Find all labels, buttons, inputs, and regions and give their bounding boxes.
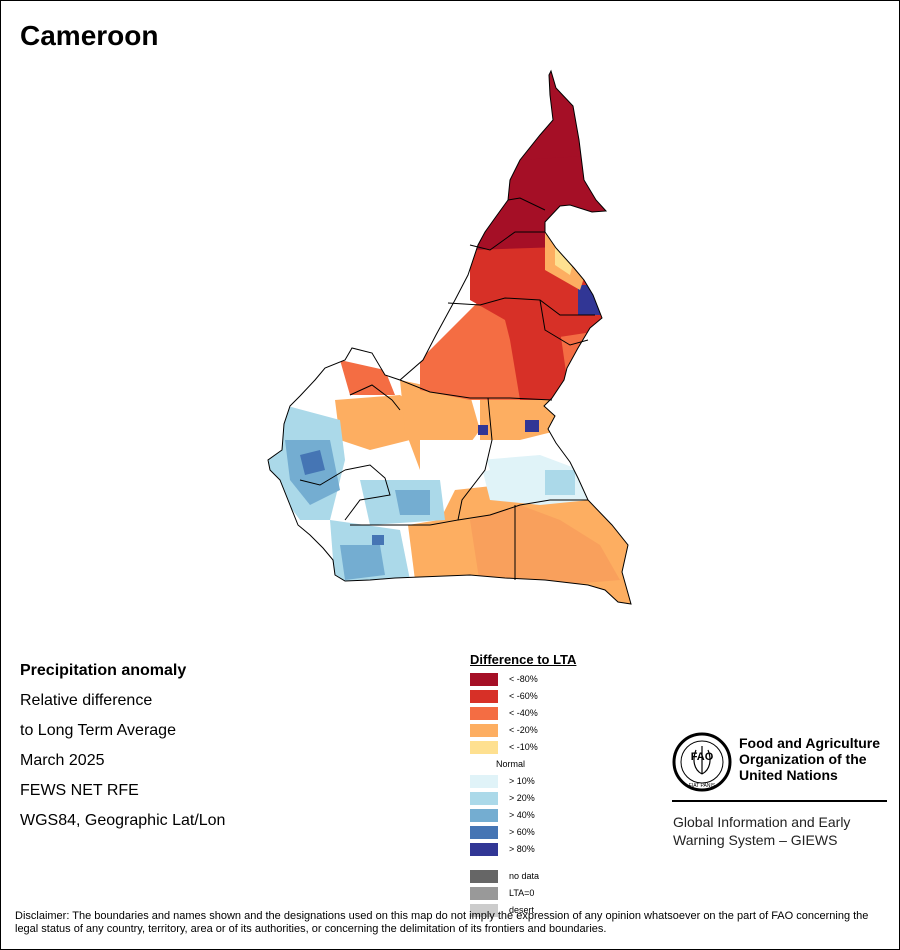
legend-label: no data — [509, 871, 540, 881]
legend-item: < -80% — [470, 671, 660, 688]
legend-swatch — [470, 741, 498, 754]
fao-name-line-3: United Nations — [739, 767, 838, 783]
legend-swatch — [470, 843, 498, 856]
logo-divider — [672, 800, 887, 802]
legend-label: desert — [509, 905, 535, 915]
info-line-1: Relative difference — [20, 692, 153, 709]
info-heading: Precipitation anomaly — [20, 662, 187, 679]
legend-label: < -20% — [509, 725, 538, 735]
legend-swatch — [470, 707, 498, 720]
legend-label: < -40% — [509, 708, 538, 718]
legend-swatch — [470, 775, 498, 788]
legend-title: Difference to LTA — [470, 652, 577, 667]
legend-swatch — [470, 792, 498, 805]
legend-label: < -60% — [509, 691, 538, 701]
legend-item: > 80% — [470, 841, 660, 858]
fao-name-line-1: Food and Agriculture — [739, 735, 881, 751]
fao-letters: FAO — [691, 751, 714, 763]
legend-item: < -40% — [470, 705, 660, 722]
legend-item: Normal — [470, 756, 660, 773]
legend-label: > 80% — [509, 844, 535, 854]
giews-name: Global Information and Early Warning Sys… — [673, 813, 850, 849]
legend-swatch — [470, 809, 498, 822]
giews-line-1: Global Information and Early — [673, 814, 851, 830]
legend-item: < -10% — [470, 739, 660, 756]
legend-item: desert — [470, 902, 660, 919]
precipitation-anomaly-map — [267, 70, 632, 605]
legend-label: < -10% — [509, 742, 538, 752]
legend-item: LTA=0 — [470, 885, 660, 902]
disclaimer: Disclaimer: The boundaries and names sho… — [15, 910, 869, 935]
legend-item: > 10% — [470, 773, 660, 790]
map-title: Cameroon — [20, 20, 159, 51]
giews-line-2: Warning System – GIEWS — [673, 832, 838, 848]
map-info-block: Precipitation anomaly Relative differenc… — [20, 656, 225, 836]
legend-label: > 60% — [509, 827, 535, 837]
legend-swatch — [470, 904, 498, 917]
legend-label: > 40% — [509, 810, 535, 820]
legend-item: > 20% — [470, 790, 660, 807]
fao-logo-icon: FAO FIAT PANIS — [672, 732, 732, 792]
fao-motto: FIAT PANIS — [689, 783, 716, 789]
legend-label: Normal — [496, 759, 526, 769]
info-projection: WGS84, Geographic Lat/Lon — [20, 812, 226, 829]
info-line-2: to Long Term Average — [20, 722, 176, 739]
legend-item: < -20% — [470, 722, 660, 739]
legend-swatch — [470, 870, 498, 883]
legend-swatch — [470, 826, 498, 839]
info-source: FEWS NET RFE — [20, 782, 139, 799]
legend-label: > 10% — [509, 776, 535, 786]
fao-name-line-2: Organization of the — [739, 751, 867, 767]
legend-swatch — [470, 887, 498, 900]
legend-item: no data — [470, 868, 660, 885]
legend-item: > 60% — [470, 824, 660, 841]
legend-label: < -80% — [509, 674, 538, 684]
legend-item: > 40% — [470, 807, 660, 824]
fao-organization-name: Food and Agriculture Organization of the… — [739, 735, 899, 783]
legend-swatch — [470, 724, 498, 737]
legend-label: LTA=0 — [509, 888, 535, 898]
legend-swatch — [470, 690, 498, 703]
legend-item: < -60% — [470, 688, 660, 705]
legend: Difference to LTA < -80% < -60% < -40% <… — [470, 652, 660, 919]
info-period: March 2025 — [20, 752, 105, 769]
legend-swatch — [470, 673, 498, 686]
legend-label: > 20% — [509, 793, 535, 803]
